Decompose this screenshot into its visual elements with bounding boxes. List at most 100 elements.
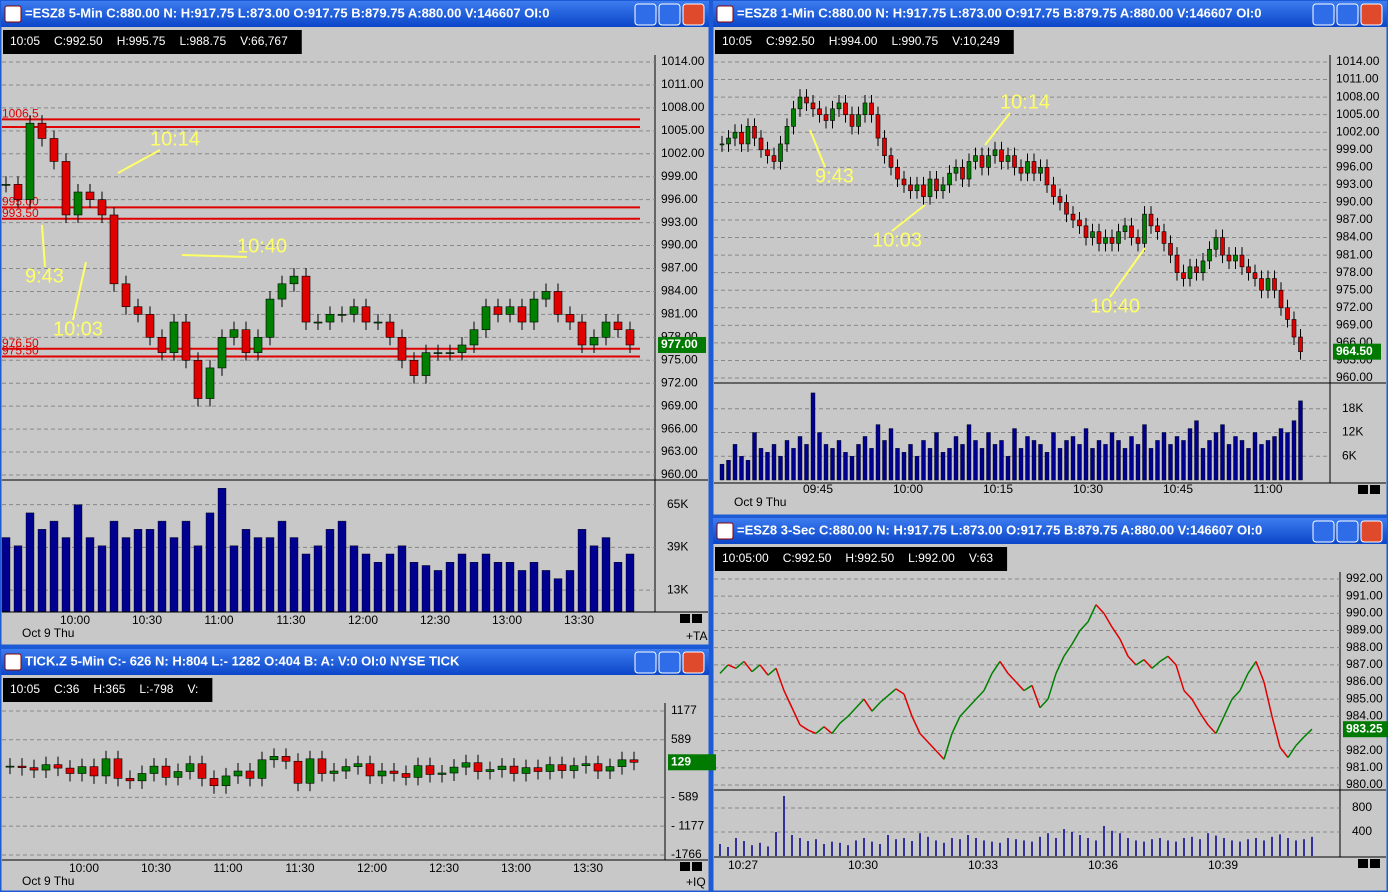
volume-bar	[565, 570, 575, 612]
price-segment	[879, 695, 889, 704]
minimize-button[interactable]	[1312, 3, 1335, 26]
volume-bar	[901, 452, 907, 481]
volume-bar	[1233, 436, 1238, 481]
volume-bar	[37, 529, 47, 612]
candle-body	[385, 321, 395, 338]
minimize-button[interactable]	[634, 651, 657, 674]
candle-body	[541, 291, 551, 300]
volume-bar	[1279, 834, 1281, 856]
maximize-button[interactable]	[1336, 3, 1359, 26]
volume-bar	[1103, 444, 1108, 481]
last-price-label: 977.00	[661, 337, 698, 351]
volume-tick-label: 400	[1352, 824, 1372, 838]
minimize-button[interactable]	[634, 3, 657, 26]
volume-bar	[205, 512, 215, 612]
candle-body	[1213, 237, 1219, 250]
close-button[interactable]	[682, 651, 705, 674]
y-tick-label: 960.00	[1336, 370, 1373, 384]
volume-bar	[1187, 428, 1193, 481]
candle-body	[843, 102, 848, 115]
volume-bar	[1231, 840, 1233, 856]
maximize-button[interactable]	[658, 3, 681, 26]
volume-bar	[421, 565, 431, 612]
price-segment	[1095, 604, 1105, 614]
info-field: V:63	[969, 551, 994, 565]
volume-bar	[349, 545, 359, 612]
y-tick-label: 960.00	[661, 467, 698, 481]
price-segment	[1119, 638, 1129, 657]
volume-bar	[1285, 432, 1290, 481]
volume-bar	[986, 432, 991, 481]
candle-body	[517, 306, 527, 323]
candle-body	[265, 298, 275, 338]
volume-bar	[1095, 840, 1097, 856]
volume-bar	[313, 545, 323, 612]
time-label: 10:15	[983, 482, 1013, 496]
candle-body	[739, 131, 744, 145]
volume-bar	[73, 504, 83, 612]
last-price-box	[1333, 343, 1381, 360]
volume-bar	[1155, 440, 1160, 481]
volume-bar	[771, 444, 777, 481]
volume-bar	[830, 448, 835, 481]
scroll-box	[692, 614, 702, 623]
candle-body	[1025, 161, 1030, 174]
candle-body	[966, 161, 972, 180]
close-button[interactable]	[1360, 520, 1383, 543]
time-label: 13:00	[501, 861, 531, 875]
candle-body	[1259, 278, 1264, 291]
minimize-button[interactable]	[1312, 520, 1335, 543]
volume-bar	[1247, 839, 1249, 856]
time-label: 11:00	[204, 613, 233, 627]
candle-body	[1044, 167, 1050, 186]
candle-body	[836, 102, 842, 110]
y-tick-label: 996.00	[661, 192, 698, 206]
volume-bar	[1039, 836, 1041, 856]
y-tick-label: 1177	[671, 703, 697, 717]
volume-bar	[361, 553, 371, 612]
info-field: L:988.75	[179, 34, 226, 48]
candle-body	[830, 108, 835, 121]
volume-bar	[823, 444, 829, 481]
maximize-button[interactable]	[1336, 520, 1359, 543]
volume-bar	[831, 841, 833, 856]
volume-bar	[517, 570, 527, 612]
volume-bar	[385, 553, 395, 612]
maximize-button[interactable]	[658, 651, 681, 674]
time-label: 11:30	[285, 861, 314, 875]
candle-body	[1122, 225, 1128, 233]
price-segment	[791, 707, 801, 726]
candle-body	[940, 184, 946, 192]
close-button[interactable]	[682, 3, 705, 26]
volume-bar	[1239, 841, 1241, 856]
price-segment	[1023, 684, 1033, 692]
price-segment	[1167, 655, 1177, 666]
volume-bar	[1057, 448, 1063, 481]
candle-body	[1200, 260, 1206, 273]
annotation: 9:43	[815, 165, 854, 187]
title-bar	[713, 518, 1387, 544]
candle-body	[947, 172, 952, 186]
candle-body	[493, 306, 503, 315]
price-segment	[895, 688, 905, 695]
volume-bar	[862, 436, 868, 481]
candle-body	[37, 122, 47, 139]
volume-bar	[1213, 432, 1219, 481]
volume-bar	[157, 520, 167, 612]
candle-body	[1187, 266, 1193, 279]
volume-bar	[373, 561, 383, 612]
annotation-arrow	[809, 129, 826, 168]
candle-body	[505, 306, 515, 315]
candle-body	[817, 108, 822, 115]
annotation-arrow	[181, 254, 248, 258]
close-button[interactable]	[1360, 3, 1383, 26]
volume-bar	[1012, 428, 1017, 481]
candle-body	[197, 763, 207, 779]
volume-bar	[1255, 838, 1257, 856]
candle-body	[1129, 225, 1134, 238]
annotation-arrow	[72, 261, 87, 321]
volume-bar	[727, 847, 729, 856]
volume-bar	[1015, 839, 1017, 856]
y-tick-label: 975.00	[661, 352, 698, 366]
price-segment	[919, 732, 929, 743]
